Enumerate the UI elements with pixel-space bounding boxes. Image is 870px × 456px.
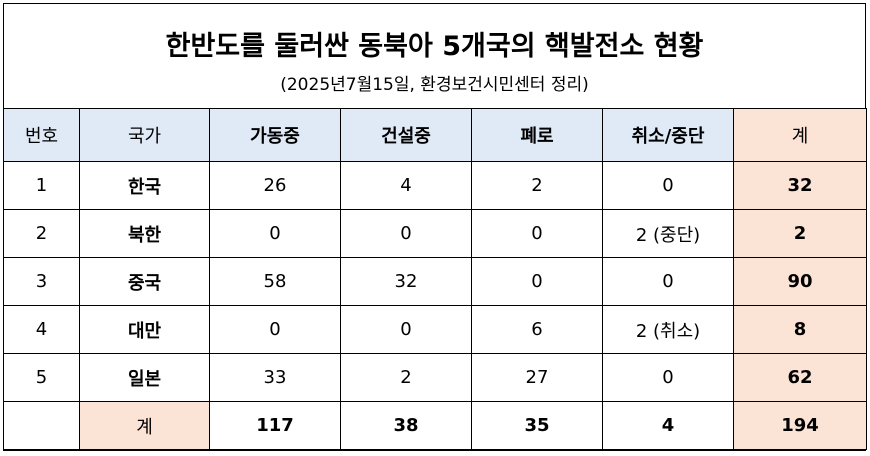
sum-construction: 38 (340, 401, 472, 450)
table-row: 4 대만 0 0 6 2 (취소) 8 (3, 305, 867, 354)
cell-country: 한국 (79, 161, 210, 210)
cell-construction: 2 (340, 353, 472, 402)
nuclear-plant-table: 번호 국가 가동중 건설중 폐로 취소/중단 계 1 한국 26 4 2 0 3… (3, 108, 867, 450)
cell-number: 4 (3, 305, 80, 354)
sum-label: 계 (79, 401, 210, 450)
header-total: 계 (733, 108, 867, 162)
sum-total: 194 (733, 401, 867, 450)
page-subtitle: (2025년7월15일, 환경보건시민센터 정리) (280, 75, 589, 95)
cell-cancelled: 0 (602, 353, 734, 402)
sum-cancelled: 4 (602, 401, 734, 450)
cell-decommissioned: 0 (471, 209, 603, 258)
cell-total: 90 (733, 257, 867, 306)
cell-operating: 0 (209, 305, 341, 354)
cell-number: 2 (3, 209, 80, 258)
cell-country: 북한 (79, 209, 210, 258)
cell-number: 5 (3, 353, 80, 402)
cell-country: 대만 (79, 305, 210, 354)
table-row: 5 일본 33 2 27 0 62 (3, 353, 867, 402)
cell-decommissioned: 6 (471, 305, 603, 354)
sum-blank-cell (3, 401, 80, 450)
cell-decommissioned: 2 (471, 161, 603, 210)
header-row: 번호 국가 가동중 건설중 폐로 취소/중단 계 (3, 108, 867, 162)
header-construction: 건설중 (340, 108, 472, 162)
cell-decommissioned: 27 (471, 353, 603, 402)
cell-total: 32 (733, 161, 867, 210)
cell-operating: 0 (209, 209, 341, 258)
cell-number: 1 (3, 161, 80, 210)
cell-cancelled: 2 (취소) (602, 305, 734, 354)
header-country: 국가 (79, 108, 210, 162)
cell-construction: 32 (340, 257, 472, 306)
cell-operating: 58 (209, 257, 341, 306)
sum-decommissioned: 35 (471, 401, 603, 450)
cell-total: 2 (733, 209, 867, 258)
page-title: 한반도를 둘러싼 동북아 5개국의 핵발전소 현황 (165, 31, 704, 62)
cell-total: 8 (733, 305, 867, 354)
cell-total: 62 (733, 353, 867, 402)
cell-cancelled: 0 (602, 257, 734, 306)
table-row: 3 중국 58 32 0 0 90 (3, 257, 867, 306)
cell-country: 일본 (79, 353, 210, 402)
cell-country: 중국 (79, 257, 210, 306)
cell-decommissioned: 0 (471, 257, 603, 306)
header-operating: 가동중 (209, 108, 341, 162)
cell-construction: 0 (340, 305, 472, 354)
sum-operating: 117 (209, 401, 341, 450)
cell-construction: 0 (340, 209, 472, 258)
cell-construction: 4 (340, 161, 472, 210)
sum-row: 계 117 38 35 4 194 (3, 401, 867, 450)
header-decommissioned: 폐로 (471, 108, 603, 162)
header-cancelled: 취소/중단 (602, 108, 734, 162)
table-row: 2 북한 0 0 0 2 (중단) 2 (3, 209, 867, 258)
cell-operating: 26 (209, 161, 341, 210)
cell-cancelled: 2 (중단) (602, 209, 734, 258)
cell-operating: 33 (209, 353, 341, 402)
header-number: 번호 (3, 108, 80, 162)
cell-cancelled: 0 (602, 161, 734, 210)
cell-number: 3 (3, 257, 80, 306)
table-row: 1 한국 26 4 2 0 32 (3, 161, 867, 210)
table-frame: 한반도를 둘러싼 동북아 5개국의 핵발전소 현황 (2025년7월15일, 환… (3, 3, 867, 451)
title-block: 한반도를 둘러싼 동북아 5개국의 핵발전소 현황 (2025년7월15일, 환… (4, 4, 865, 108)
